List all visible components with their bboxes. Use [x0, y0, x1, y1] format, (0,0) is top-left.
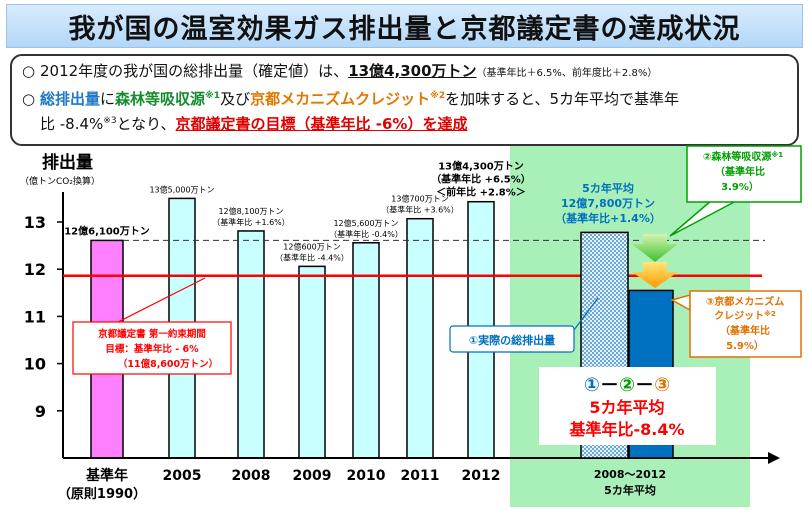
result-value: 基準年比-8.4%: [568, 420, 684, 439]
bar-value-label: （基準年比 +6.5%）: [431, 173, 531, 186]
bullet-icon: ○: [22, 90, 36, 108]
summary-text: となり、: [116, 115, 176, 133]
result-box: [539, 367, 716, 445]
summary-line-3: 比 -8.4%※3となり、京都議定書の目標（基準年比 -6%）を達成: [22, 110, 787, 135]
bar-value-label: 13億5,000万トン: [149, 184, 214, 194]
summary-text: 比 -8.4%: [40, 115, 104, 133]
bar-value-label: （基準年比 -4.4%）: [275, 252, 349, 262]
bar-2008: [237, 230, 265, 459]
avg-label-title: 5カ年平均: [582, 181, 634, 195]
y-tick-label: 9: [35, 402, 46, 421]
actual-callout-box: [449, 325, 575, 353]
x-tick-label: 基準年: [86, 467, 128, 484]
target-annotation-line-1: 京都議定書 第一約束期間: [98, 328, 206, 340]
target-annotation-line-2: 目標：基準年比 - 6%: [105, 343, 199, 355]
target-annotation-line-3: （11億8,600万トン）: [118, 358, 218, 370]
bar-value-label: 12億5,600万トン: [333, 218, 398, 228]
bar-value-label: 12億8,100万トン: [218, 206, 283, 216]
x-tick-label: 2010: [347, 468, 386, 484]
kyoto-callout-line-4: 5.9%）: [726, 339, 764, 352]
base-year-note: （原則1990）: [58, 486, 146, 502]
period-label-average: 5カ年平均: [604, 483, 656, 497]
kyoto-callout-box: [689, 290, 802, 358]
y-tick-label: 11: [24, 307, 46, 326]
x-tick-label: 2008: [232, 468, 271, 484]
bar-2009: [298, 265, 326, 459]
kyoto-mechanism-term: 京都メカニズムクレジット: [250, 90, 431, 108]
x-tick-label: 2012: [462, 468, 501, 484]
y-axis-title: 排出量: [42, 152, 93, 173]
title-bar: 我が国の温室効果ガス排出量と京都議定書の達成状況: [6, 4, 803, 48]
summary-box: ○ 2012年度の我が国の総排出量（確定値）は、13億4,300万トン（基準年比＋…: [10, 54, 799, 146]
forest-callout-title: ②森林等吸収源※1: [703, 150, 783, 163]
bar-2011: [406, 217, 434, 459]
result-formula: ①－②－③: [584, 374, 670, 396]
footnote-2: ※2: [430, 91, 446, 101]
bullet-icon: ○: [22, 62, 36, 80]
kyoto-callout-line-3: （基準年比: [720, 324, 770, 337]
bar-value-label: （基準年比 +1.6%）: [212, 217, 290, 227]
actual-callout-text: ①実際の総排出量: [469, 333, 555, 347]
bar-value-label: （基準年比 +3.6%）: [381, 205, 459, 215]
summary-line-2: ○ 総排出量に森林等吸収源※1及び京都メカニズムクレジット※2を加味すると、5カ年…: [22, 85, 787, 110]
x-tick-label: 2009: [293, 468, 332, 484]
y-axis-unit: （億トンCO₂換算）: [20, 175, 100, 187]
x-axis-arrow-icon: [768, 452, 780, 464]
bar-2010: [352, 242, 380, 459]
bar-value-label: （基準年比 -0.4%）: [329, 229, 403, 239]
bar-value-label: 13億4,300万トン: [438, 160, 524, 173]
x-tick-label: 2011: [401, 468, 440, 484]
x-tick-label: 2005: [163, 468, 202, 484]
forest-deduction-arrow-icon: [632, 234, 678, 262]
target-annotation-box: [72, 321, 232, 375]
forest-callout-box: [686, 145, 802, 203]
avg-label-change: （基準年比+1.4%）: [555, 211, 661, 225]
target-achieved-text: 京都議定書の目標（基準年比 -6%）を達成: [175, 115, 468, 133]
kyoto-callout-title: ③京都メカニズム: [706, 295, 784, 308]
total-emission-change: （基準年比＋6.5%、前年度比＋2.8%）: [476, 68, 658, 79]
summary-text: を加味すると、5カ年平均で基準年: [445, 90, 680, 108]
bar-value-label: 12億600万トン: [283, 241, 340, 251]
target-pointer-line: [117, 277, 206, 323]
summary-line-1: ○ 2012年度の我が国の総排出量（確定値）は、13億4,300万トン（基準年比＋…: [22, 60, 787, 85]
period-label-years: 2008～2012: [594, 468, 666, 481]
y-tick-label: 13: [24, 213, 46, 232]
summary-text: に: [100, 90, 116, 108]
forest-sink-term: 森林等吸収源: [115, 90, 206, 108]
total-emission-term: 総排出量: [40, 90, 101, 108]
avg-label-value: 12億7,800万トン: [561, 196, 655, 210]
kyoto-callout-line-2: クレジット※2: [714, 309, 776, 322]
forest-callout-line-2: （基準年比: [715, 165, 765, 178]
page-title: 我が国の温室効果ガス排出量と京都議定書の達成状況: [68, 13, 741, 45]
actual-pointer-line: [573, 297, 599, 331]
total-emission-value: 13億4,300万トン: [348, 62, 477, 80]
y-tick-label: 10: [24, 355, 46, 374]
forest-callout-line-3: 3.9%）: [721, 180, 759, 193]
result-period: 5カ年平均: [589, 398, 664, 417]
bar-value-label: 12億6,100万トン: [64, 224, 150, 237]
summary-text: 及び: [220, 90, 251, 108]
bar-value-label: 13億700万トン: [391, 194, 448, 204]
footnote-3: ※3: [103, 116, 117, 126]
y-tick-label: 12: [24, 260, 46, 279]
footnote-1: ※1: [205, 91, 221, 101]
summary-text: 2012年度の我が国の総排出量（確定値）は、: [40, 62, 349, 80]
kyoto-deduction-arrow-icon: [632, 262, 678, 288]
bar-value-label: ＜前年比 +2.8%＞: [436, 186, 526, 199]
